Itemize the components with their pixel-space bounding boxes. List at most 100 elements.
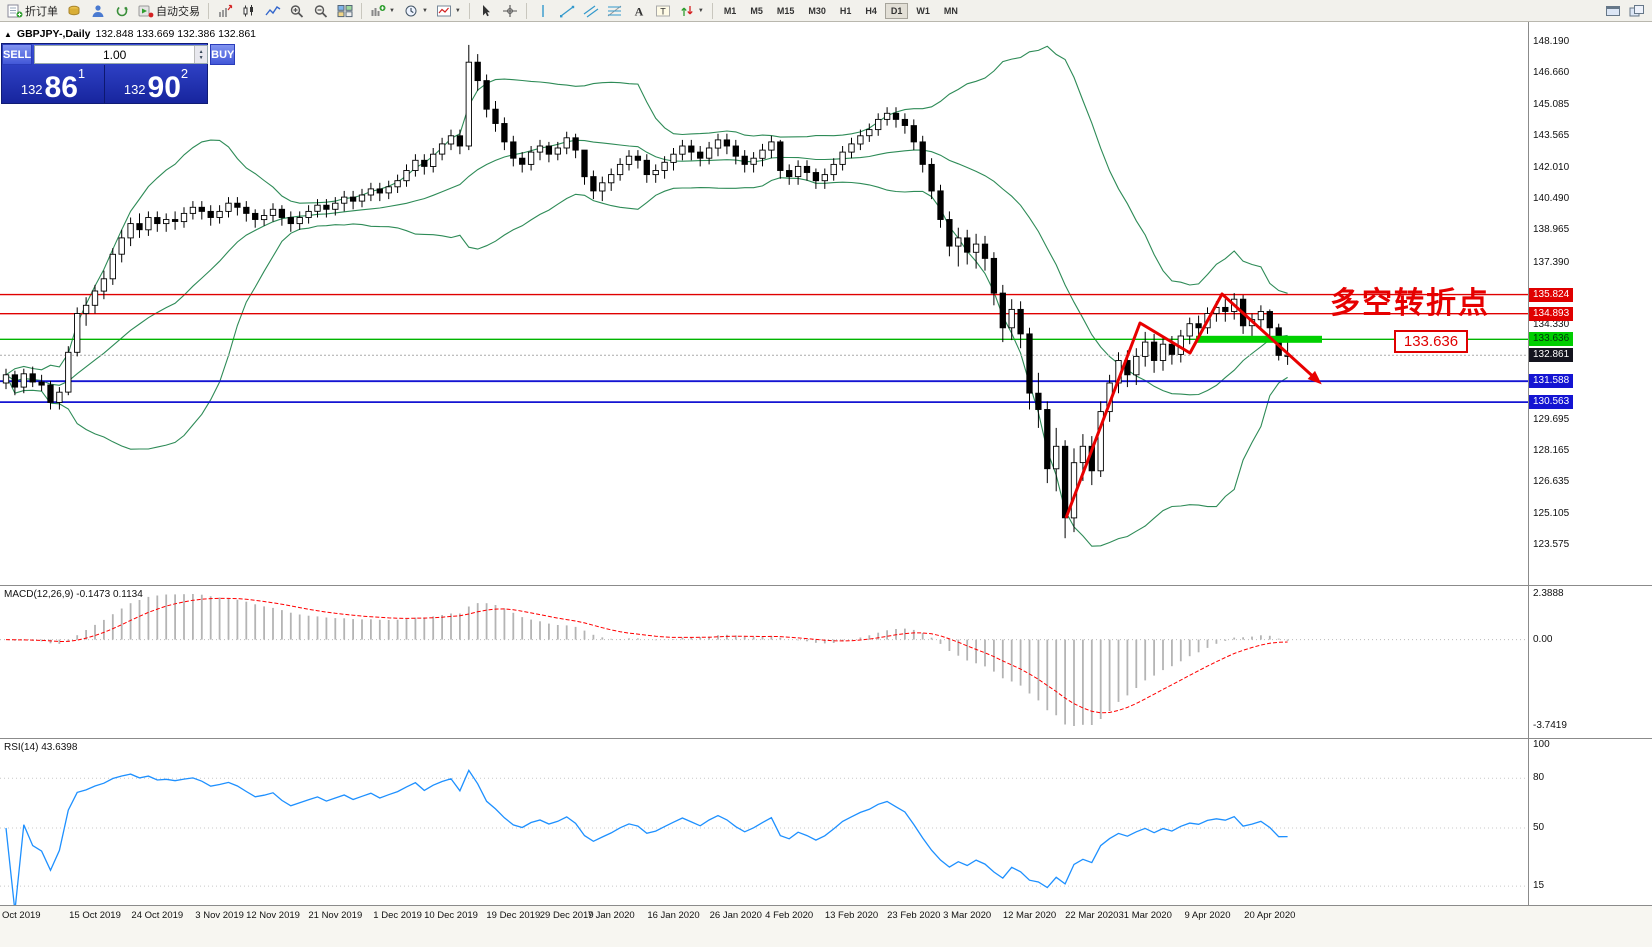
- price-scale[interactable]: 148.190 146.660 145.085 143.565 142.010 140.4…: [1528, 22, 1652, 585]
- tiles-icon: [337, 4, 353, 18]
- sell-price-button[interactable]: 132 86 1: [2, 65, 104, 103]
- vertical-line-button[interactable]: [531, 1, 555, 21]
- crosshair-button[interactable]: [498, 1, 522, 21]
- fibonacci-button[interactable]: [603, 1, 627, 21]
- price-scale-tick: 146.660: [1533, 67, 1570, 79]
- chevron-down-icon: ▼: [697, 7, 704, 14]
- channel-button[interactable]: [579, 1, 603, 21]
- date-label: 12 Nov 2019: [246, 910, 300, 921]
- rsi-scale[interactable]: 100 80 50 15: [1528, 739, 1652, 906]
- crosshair-icon: [502, 4, 518, 18]
- chart-ohlc-values: 132.848 133.669 132.386 132.861: [95, 28, 257, 40]
- svg-text:T: T: [660, 6, 666, 16]
- date-label: 23 Feb 2020: [887, 910, 941, 921]
- date-label: 1 Dec 2019: [373, 910, 422, 921]
- macd-scale[interactable]: 2.3888 0.00 -3.7419: [1528, 586, 1652, 738]
- autotrade-icon: [138, 4, 154, 18]
- vline-icon: [535, 4, 551, 18]
- periods-button[interactable]: ▼: [399, 1, 432, 21]
- date-label: 29 Dec 2019: [539, 910, 594, 921]
- lot-size-box: ▲▼: [34, 45, 209, 64]
- price-tag-131.588: 131.588: [1529, 374, 1574, 389]
- cursor-button[interactable]: [474, 1, 498, 21]
- histbars-icon: [241, 4, 257, 18]
- spinner-down-icon[interactable]: ▼: [198, 54, 204, 61]
- sell-button[interactable]: SELL: [2, 44, 33, 65]
- timeframe-h4-button[interactable]: H4: [865, 5, 877, 16]
- chevron-down-icon: ▼: [421, 7, 428, 14]
- zoom-out-button[interactable]: [309, 1, 333, 21]
- refresh-icon: [114, 4, 130, 18]
- date-label: 7 Jan 2020: [587, 910, 635, 921]
- lot-spinner[interactable]: ▲ ▼: [194, 46, 208, 63]
- market-watch-button[interactable]: [62, 1, 86, 21]
- macd-canvas[interactable]: [0, 586, 1528, 738]
- date-label: Oct 2019: [2, 910, 41, 921]
- price-tag-132.861: 132.861: [1529, 348, 1574, 363]
- auto-scroll-button[interactable]: [1625, 1, 1649, 21]
- trendline-button[interactable]: [555, 1, 579, 21]
- date-label: 20 Apr 2020: [1244, 910, 1296, 921]
- chart-shift-button[interactable]: [1601, 1, 1625, 21]
- price-scale-tick: 134.330: [1533, 319, 1570, 331]
- timeframe-d1-button[interactable]: D1: [884, 2, 909, 19]
- new-chart-button[interactable]: ▼: [366, 1, 399, 21]
- timeframe-mn-button[interactable]: MN: [943, 5, 958, 16]
- profiles-button[interactable]: [86, 1, 110, 21]
- tile-windows-button[interactable]: [333, 1, 357, 21]
- line-mode-button[interactable]: [261, 1, 285, 21]
- timeframe-m1-button[interactable]: M1: [723, 5, 737, 16]
- templates-button[interactable]: ▼: [432, 1, 465, 21]
- fibo-icon: [607, 4, 623, 18]
- date-label: 9 Apr 2020: [1184, 910, 1231, 921]
- timeframe-m5-button[interactable]: M5: [750, 5, 763, 16]
- new-order-button[interactable]: 折订单: [3, 1, 62, 21]
- time-axis[interactable]: Oct 2019 15 Oct 2019 24 Oct 2019 3 Nov 2019…: [0, 905, 1652, 947]
- coins-icon: [66, 4, 82, 18]
- turning-point-annotation[interactable]: 多空转折点: [1330, 287, 1490, 320]
- date-label: 16 Jan 2020: [647, 910, 700, 921]
- rsi-scale-label: 50: [1533, 822, 1545, 833]
- histline-icon: [265, 4, 281, 18]
- price-flag-annotation[interactable]: 133.636: [1394, 330, 1468, 353]
- timeframe-h1-button[interactable]: H1: [839, 5, 852, 16]
- toolbar-separator: [208, 2, 209, 19]
- candles-mode-button[interactable]: [237, 1, 261, 21]
- buy-price-button[interactable]: 132 90 2: [105, 65, 207, 103]
- spinner-up-icon[interactable]: ▲: [198, 48, 204, 55]
- textA-icon: A: [631, 4, 647, 18]
- text-button[interactable]: A: [627, 1, 651, 21]
- new-order-icon: [7, 4, 23, 18]
- timeframe-m15-button[interactable]: M15: [776, 5, 795, 16]
- rsi-canvas[interactable]: [0, 739, 1528, 906]
- label-button[interactable]: T: [651, 1, 675, 21]
- date-label: 4 Feb 2020: [765, 910, 814, 921]
- price-chart-canvas[interactable]: [0, 22, 1528, 585]
- macd-scale-label: 2.3888: [1533, 588, 1564, 599]
- new-order-button-label: 折订单: [25, 5, 58, 18]
- trade-panel-divider: [104, 65, 105, 103]
- toolbar-separator: [468, 2, 470, 19]
- lot-size-input[interactable]: [35, 46, 195, 63]
- macd-scale-label: -3.7419: [1533, 720, 1567, 731]
- toolbar-separator: [711, 2, 713, 19]
- refresh-button[interactable]: [110, 1, 134, 21]
- rsi-label: RSI(14) 43.6398: [4, 742, 78, 753]
- macd-scale-label: 0.00: [1533, 633, 1553, 645]
- timeframe-m30-button[interactable]: M30: [808, 5, 826, 16]
- sell-price-pip: 1: [77, 66, 86, 81]
- date-label: 12 Mar 2020: [1002, 910, 1057, 921]
- sell-price-big: 86: [44, 70, 78, 104]
- one-click-collapse-toggle[interactable]: ▲: [4, 29, 12, 39]
- macd-panel: 2.3888 0.00 -3.7419 MACD(12,26,9) -0.1473 …: [0, 585, 1652, 738]
- buy-button[interactable]: BUY: [210, 44, 236, 65]
- zoom-in-button[interactable]: [285, 1, 309, 21]
- auto-trading-button[interactable]: 自动交易: [134, 1, 204, 21]
- timeframe-w1-button[interactable]: W1: [916, 5, 930, 16]
- price-scale-tick: 126.635: [1533, 476, 1570, 488]
- date-label: 22 Mar 2020: [1065, 910, 1119, 921]
- date-label: 10 Dec 2019: [424, 910, 478, 921]
- arrows-button[interactable]: ▼: [675, 1, 708, 21]
- indicator-arrow-button[interactable]: [213, 1, 237, 21]
- win2-icon: [1629, 4, 1645, 18]
